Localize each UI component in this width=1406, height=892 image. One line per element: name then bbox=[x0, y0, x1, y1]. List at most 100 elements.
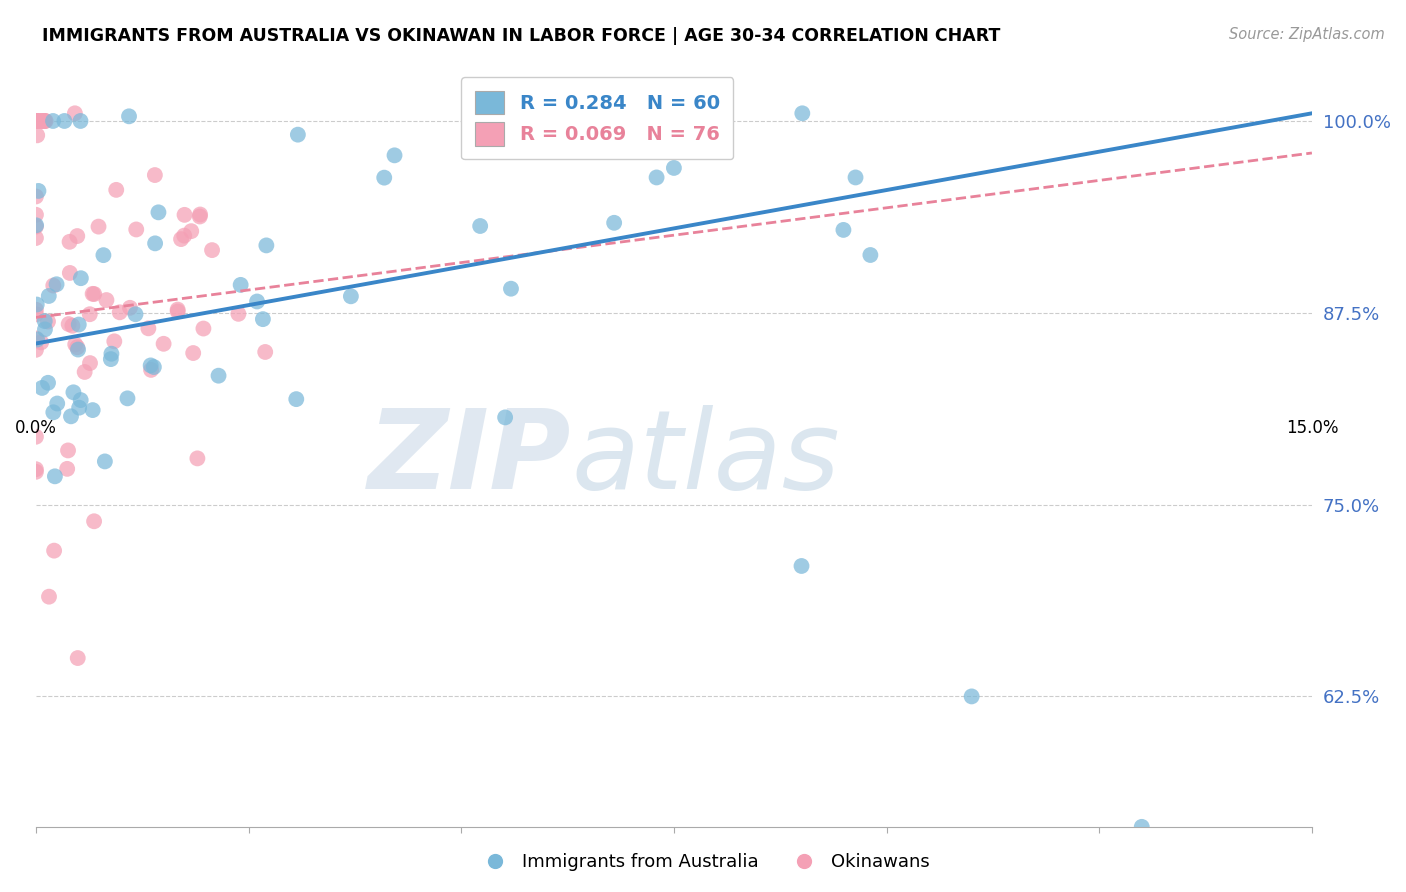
Point bbox=[125, 222, 148, 236]
Point bbox=[56, 462, 79, 476]
Point bbox=[38, 289, 60, 303]
Point bbox=[285, 392, 308, 406]
Point bbox=[25, 302, 48, 317]
Point bbox=[79, 307, 101, 321]
Point bbox=[31, 381, 53, 395]
Point bbox=[69, 114, 91, 128]
Point bbox=[66, 651, 89, 665]
Point bbox=[143, 236, 166, 251]
Point bbox=[25, 114, 48, 128]
Point bbox=[340, 289, 363, 303]
Point bbox=[207, 368, 229, 383]
Point bbox=[246, 294, 269, 309]
Point bbox=[118, 301, 141, 315]
Point bbox=[37, 314, 59, 328]
Point bbox=[373, 170, 395, 185]
Point bbox=[25, 297, 48, 311]
Point bbox=[139, 359, 162, 373]
Point bbox=[83, 287, 105, 301]
Point bbox=[193, 321, 215, 335]
Point bbox=[67, 318, 90, 332]
Point bbox=[37, 376, 59, 390]
Point bbox=[94, 454, 117, 468]
Point bbox=[166, 302, 188, 317]
Text: IMMIGRANTS FROM AUSTRALIA VS OKINAWAN IN LABOR FORCE | AGE 30-34 CORRELATION CHA: IMMIGRANTS FROM AUSTRALIA VS OKINAWAN IN… bbox=[42, 27, 1001, 45]
Point bbox=[792, 106, 814, 120]
Point bbox=[645, 170, 668, 185]
Point bbox=[152, 336, 174, 351]
Point bbox=[69, 393, 91, 408]
Point bbox=[25, 114, 48, 128]
Point bbox=[25, 462, 48, 476]
Point bbox=[31, 114, 53, 128]
Point bbox=[166, 304, 188, 318]
Point bbox=[499, 282, 522, 296]
Text: ZIP: ZIP bbox=[368, 405, 572, 512]
Point bbox=[139, 363, 162, 377]
Point bbox=[252, 312, 274, 326]
Point bbox=[66, 340, 89, 354]
Point bbox=[25, 219, 48, 233]
Point bbox=[31, 114, 53, 128]
Point bbox=[228, 307, 250, 321]
Point bbox=[117, 392, 139, 406]
Point bbox=[859, 248, 882, 262]
Point bbox=[42, 278, 65, 293]
Point bbox=[170, 232, 193, 246]
Point bbox=[62, 385, 84, 400]
Point bbox=[34, 314, 56, 328]
Point bbox=[138, 321, 160, 335]
Point bbox=[201, 243, 224, 257]
Point bbox=[25, 307, 48, 321]
Text: 0.0%: 0.0% bbox=[15, 418, 56, 437]
Point bbox=[96, 293, 118, 307]
Point bbox=[42, 114, 65, 128]
Point bbox=[53, 114, 76, 128]
Point bbox=[25, 114, 48, 128]
Point bbox=[82, 286, 104, 301]
Point bbox=[59, 409, 82, 424]
Point bbox=[83, 514, 105, 528]
Point bbox=[58, 317, 80, 331]
Point bbox=[25, 333, 48, 347]
Point bbox=[27, 114, 49, 128]
Point bbox=[287, 128, 309, 142]
Point bbox=[25, 114, 48, 128]
Point bbox=[173, 208, 195, 222]
Point bbox=[558, 122, 581, 136]
Point bbox=[603, 216, 626, 230]
Point bbox=[79, 356, 101, 370]
Point bbox=[58, 235, 80, 249]
Point bbox=[148, 205, 170, 219]
Point bbox=[56, 443, 79, 458]
Point bbox=[173, 228, 195, 243]
Point bbox=[229, 277, 252, 292]
Point bbox=[181, 346, 204, 360]
Point bbox=[142, 359, 165, 374]
Point bbox=[67, 401, 90, 415]
Point bbox=[186, 451, 208, 466]
Point bbox=[38, 590, 60, 604]
Point bbox=[470, 219, 492, 233]
Point bbox=[34, 114, 56, 128]
Point bbox=[844, 170, 866, 185]
Point bbox=[25, 231, 48, 245]
Point bbox=[28, 114, 51, 128]
Point bbox=[46, 396, 69, 410]
Point bbox=[25, 114, 48, 128]
Point bbox=[70, 271, 93, 285]
Point bbox=[143, 168, 166, 182]
Point bbox=[93, 248, 115, 262]
Point bbox=[25, 219, 48, 234]
Point bbox=[34, 322, 56, 336]
Point bbox=[66, 229, 89, 244]
Point bbox=[25, 430, 48, 444]
Point bbox=[188, 207, 211, 221]
Point bbox=[32, 114, 55, 128]
Point bbox=[45, 277, 67, 292]
Point bbox=[103, 334, 125, 349]
Point bbox=[25, 114, 48, 128]
Point bbox=[100, 347, 122, 361]
Point bbox=[63, 106, 86, 120]
Point bbox=[67, 343, 90, 357]
